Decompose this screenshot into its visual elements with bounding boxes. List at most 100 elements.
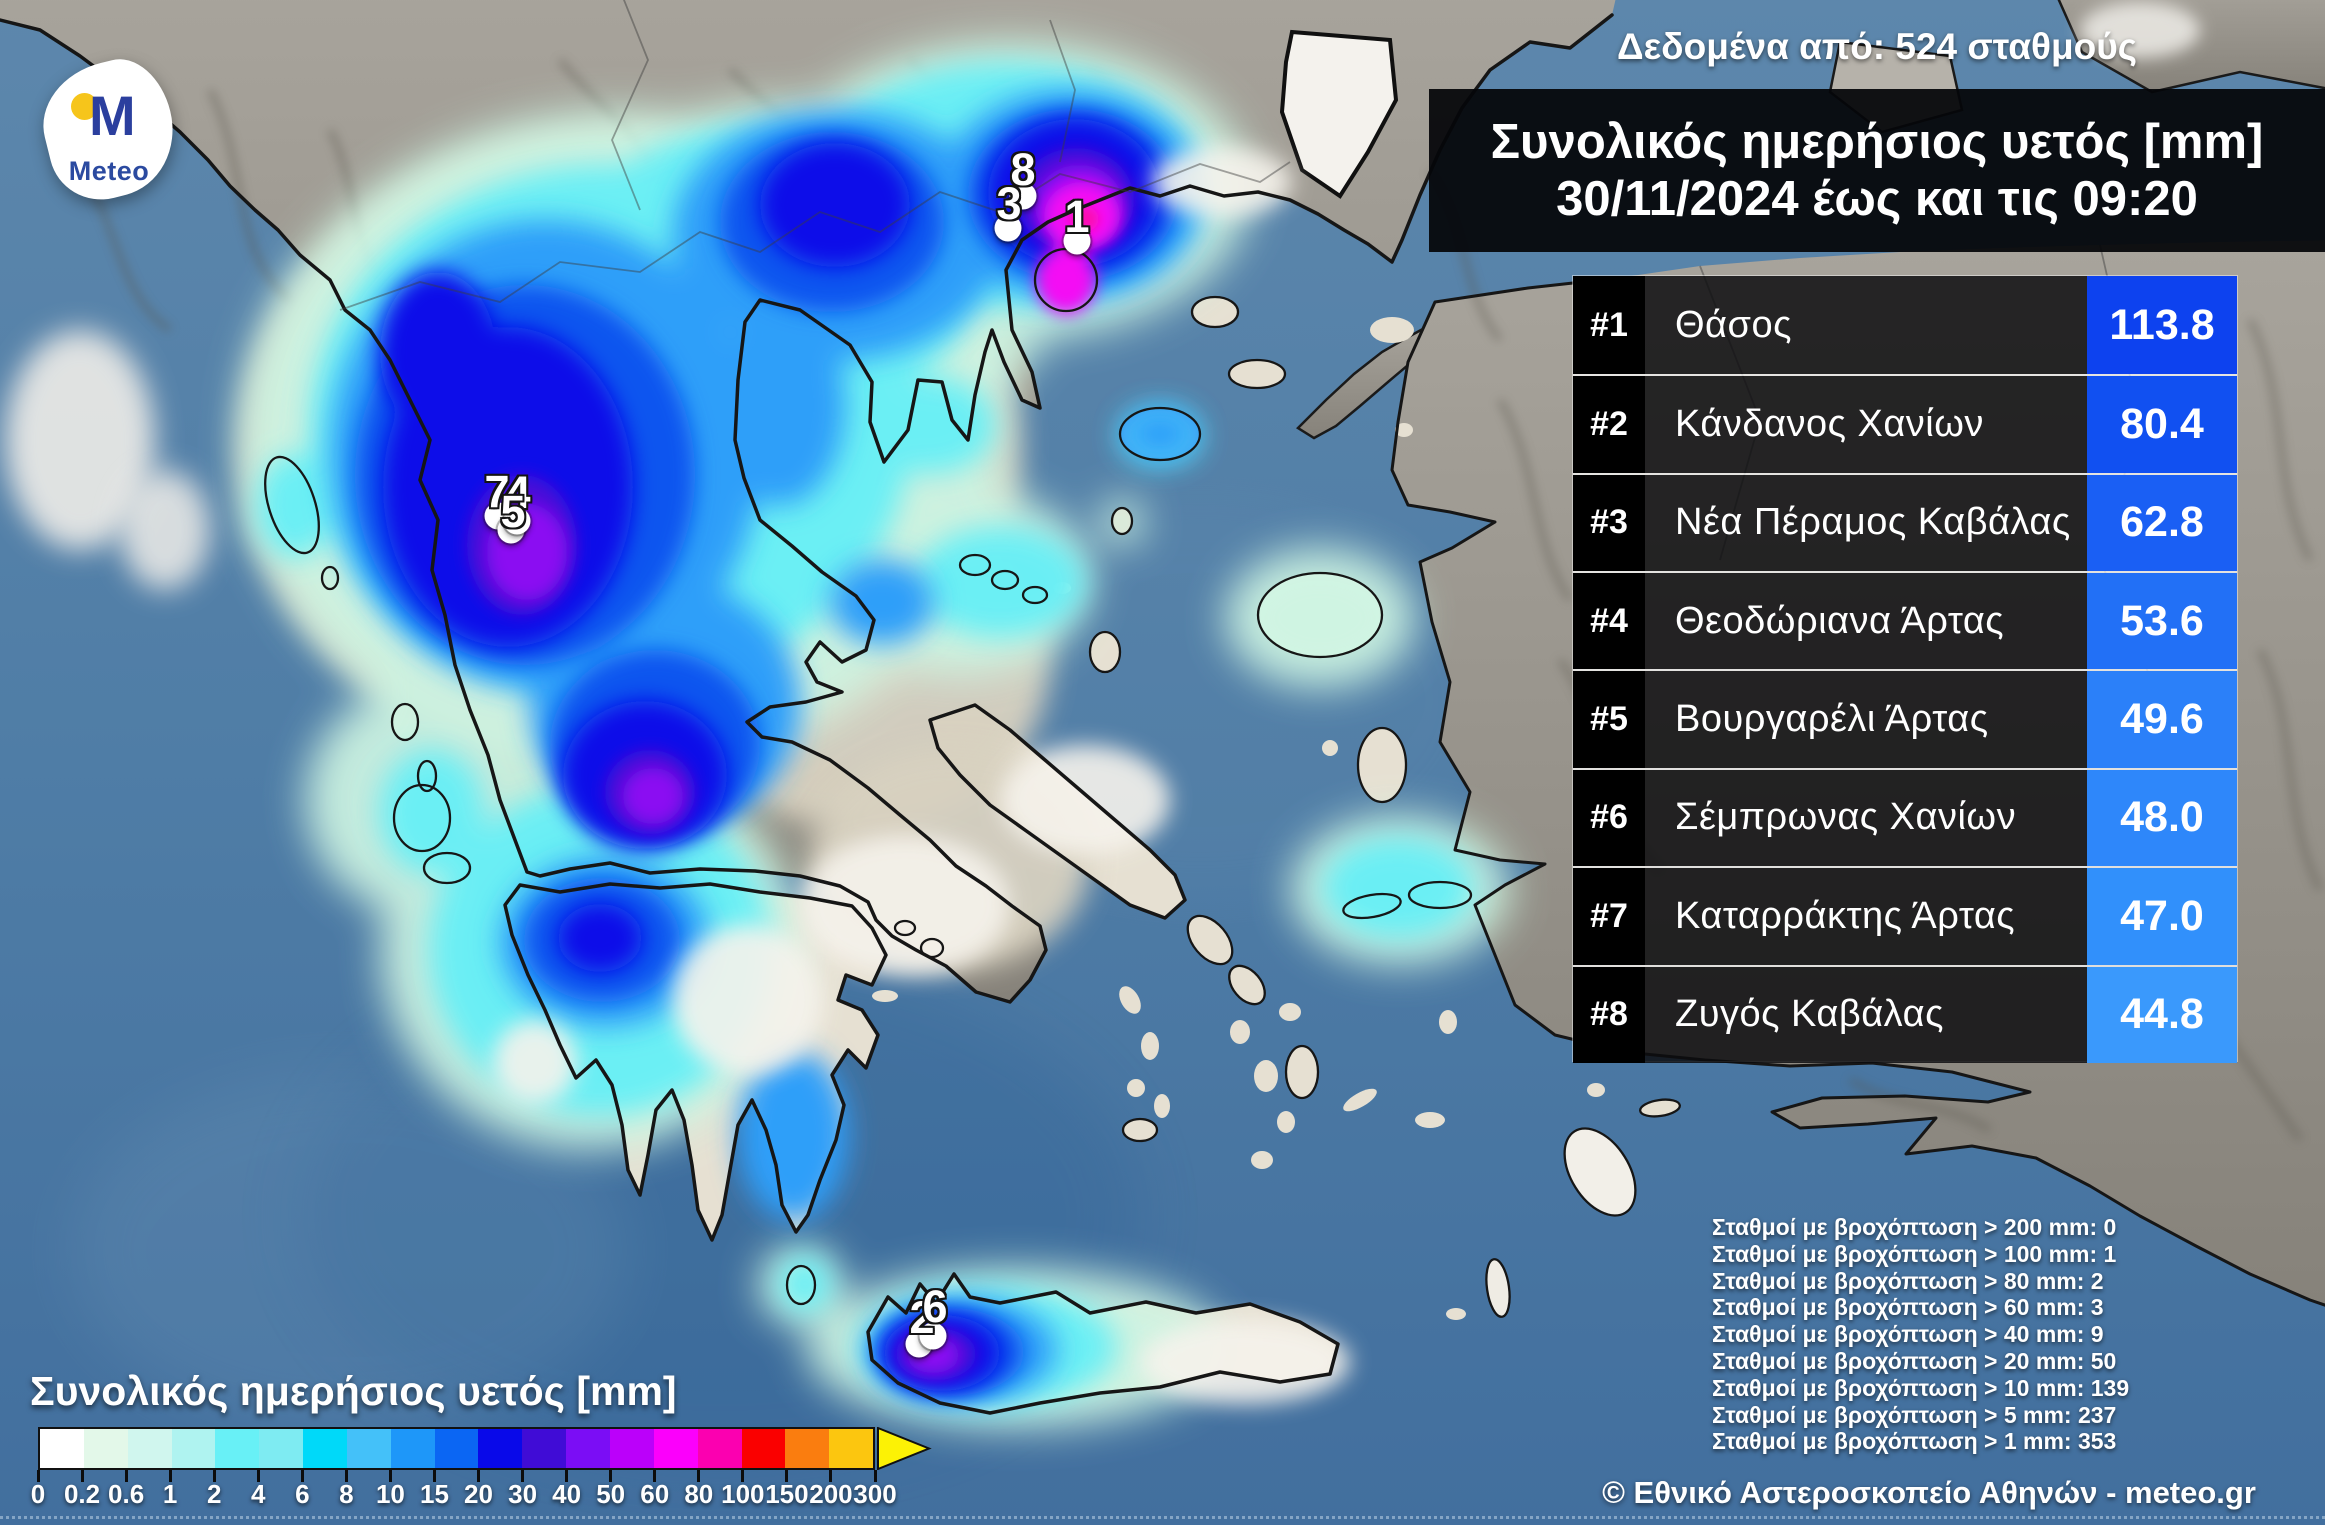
logo-brand-text: Meteo (68, 156, 150, 186)
legend-tick-mark (432, 1470, 436, 1482)
map-title-line1: Συνολικός ημερήσιος υετός [mm] (1490, 114, 2264, 169)
legend-color-segment (829, 1429, 874, 1468)
stats-line: Σταθμοί με βροχόπτωση > 40 mm: 9 (1712, 1321, 2104, 1348)
map-title-box: Συνολικός ημερήσιος υετός [mm] 30/11/202… (1429, 89, 2325, 252)
legend-tick-label: 4 (251, 1479, 266, 1509)
value-cell: 113.8 (2087, 276, 2237, 375)
legend-color-segment (215, 1429, 260, 1468)
legend-tick-mark (256, 1470, 260, 1482)
legend-tick-mark (168, 1470, 172, 1482)
legend-tick-mark (477, 1470, 481, 1482)
legend-color-segment (478, 1429, 523, 1468)
legend-tick-label: 10 (375, 1479, 405, 1509)
station-name-cell: Κάνδανος Χανίων (1645, 376, 2087, 473)
legend-color-segment (259, 1429, 304, 1468)
legend-color-segment (434, 1429, 479, 1468)
station-rank-number: 6 (922, 1281, 948, 1332)
legend-tick-mark (697, 1470, 701, 1482)
station-dot (919, 1322, 947, 1350)
station-dot (503, 507, 531, 535)
station-rank-number: 8 (1010, 144, 1036, 195)
station-rank-number: 1 (1064, 191, 1090, 242)
legend-tick-label: 50 (596, 1479, 626, 1509)
ranking-row: #1 Θάσος 113.8 (1573, 276, 2237, 375)
legend-color-segment (171, 1429, 216, 1468)
legend-tick-label: 2 (206, 1479, 222, 1509)
ranking-row: #3 Νέα Πέραμος Καβάλας 62.8 (1573, 472, 2237, 572)
legend-color-segment (40, 1429, 84, 1468)
legend-tick-label: 200 (809, 1479, 853, 1509)
stats-line: Σταθμοί με βροχόπτωση > 1 mm: 353 (1712, 1428, 2117, 1455)
legend-tick-mark (36, 1470, 40, 1482)
rank-cell: #6 (1573, 769, 1645, 867)
legend-tick-mark (609, 1470, 613, 1482)
station-dot (1063, 227, 1091, 255)
station-rank-number: 4 (505, 467, 531, 518)
legend-tick-mark (873, 1470, 877, 1482)
ranking-row: #4 Θεοδώριανα Άρτας 53.6 (1573, 571, 2237, 670)
legend-tick-label: 15 (420, 1479, 449, 1509)
legend-tick-label: 100 (721, 1479, 765, 1509)
legend-tick-mark (388, 1470, 392, 1482)
map-title-line2: 30/11/2024 έως και τις 09:20 (1556, 171, 2198, 226)
ranking-row: #7 Καταρράκτης Άρτας 47.0 (1573, 866, 2237, 965)
value-cell: 62.8 (2087, 474, 2237, 572)
legend-colorbar (38, 1427, 875, 1470)
legend-tick-mark (212, 1470, 216, 1482)
legend-tick-label: 0.6 (108, 1479, 145, 1509)
legend-color-segment (390, 1429, 435, 1468)
legend-tick-label: 6 (295, 1479, 310, 1509)
top-stations-ranking-table: #1 Θάσος 113.8 #2 Κάνδανος Χανίων 80.4 #3 Νέα Π… (1572, 275, 2238, 1063)
rank-cell: #4 (1573, 573, 1645, 670)
legend-tick-label: 8 (339, 1479, 354, 1509)
station-name-cell: Σέμπρωνας Χανίων (1645, 769, 2087, 867)
station-rank-number: 2 (909, 1292, 935, 1343)
rank-cell: #1 (1573, 276, 1645, 375)
ranking-row: #8 Ζυγός Καβάλας 44.8 (1573, 964, 2237, 1063)
legend-tick-mark (521, 1470, 525, 1482)
legend-color-segment (741, 1429, 786, 1468)
legend-tick-mark (300, 1470, 304, 1482)
precipitation-overlay (240, 40, 1510, 1428)
station-name-cell: Θεοδώριανα Άρτας (1645, 573, 2087, 670)
stations-count-note: Δεδομένα από: 524 σταθμούς (1617, 26, 2137, 67)
rank-cell: #3 (1573, 474, 1645, 572)
bottom-dotted-divider (0, 1516, 2325, 1519)
stats-line: Σταθμοί με βροχόπτωση > 80 mm: 2 (1712, 1267, 2104, 1294)
station-name-cell: Νέα Πέραμος Καβάλας (1645, 474, 2087, 572)
legend-color-segment (522, 1429, 567, 1468)
legend-color-segment (303, 1429, 347, 1468)
rank-cell: #2 (1573, 376, 1645, 473)
legend-color-segment (83, 1429, 128, 1468)
legend-tick-label: 1 (162, 1479, 178, 1509)
stats-line: Σταθμοί με βροχόπτωση > 200 mm: 0 (1712, 1214, 2117, 1240)
value-cell: 80.4 (2087, 376, 2237, 473)
value-cell: 47.0 (2087, 868, 2237, 965)
legend-color-segment (785, 1429, 830, 1468)
value-cell: 44.8 (2087, 966, 2237, 1063)
legend-title: Συνολικός ημερήσιος υετός [mm] (30, 1368, 677, 1414)
legend-color-segment (346, 1429, 391, 1468)
meteo-logo: M Meteo (30, 49, 188, 211)
copyright-credit: © Εθνικό Αστεροσκοπείο Αθηνών - meteo.gr (1602, 1475, 2256, 1510)
legend-color-segment (653, 1429, 698, 1468)
stats-line: Σταθμοί με βροχόπτωση > 20 mm: 50 (1712, 1347, 2117, 1374)
station-rank-number: 3 (996, 178, 1022, 229)
ranking-row: #6 Σέμπρωνας Χανίων 48.0 (1573, 767, 2237, 867)
legend-tick-mark (565, 1470, 569, 1482)
stats-line: Σταθμοί με βροχόπτωση > 100 mm: 1 (1712, 1240, 2117, 1267)
legend-tick-label: 60 (640, 1479, 670, 1509)
station-dot (994, 214, 1022, 242)
legend-color-segment (127, 1429, 172, 1468)
stats-line: Σταθμοί με βροχόπτωση > 5 mm: 237 (1712, 1401, 2117, 1428)
legend-tick-label: 0.2 (63, 1479, 101, 1509)
logo-m-glyph: M (89, 84, 136, 147)
stats-line: Σταθμοί με βροχόπτωση > 60 mm: 3 (1712, 1294, 2104, 1321)
legend-tick-label: 80 (684, 1479, 714, 1509)
legend-tick-mark (124, 1470, 128, 1482)
rank-cell: #8 (1573, 966, 1645, 1063)
ranking-row: #5 Βουργαρέλι Άρτας 49.6 (1573, 669, 2237, 768)
legend-tick-mark (785, 1470, 789, 1482)
station-name-cell: Ζυγός Καβάλας (1645, 966, 2087, 1063)
